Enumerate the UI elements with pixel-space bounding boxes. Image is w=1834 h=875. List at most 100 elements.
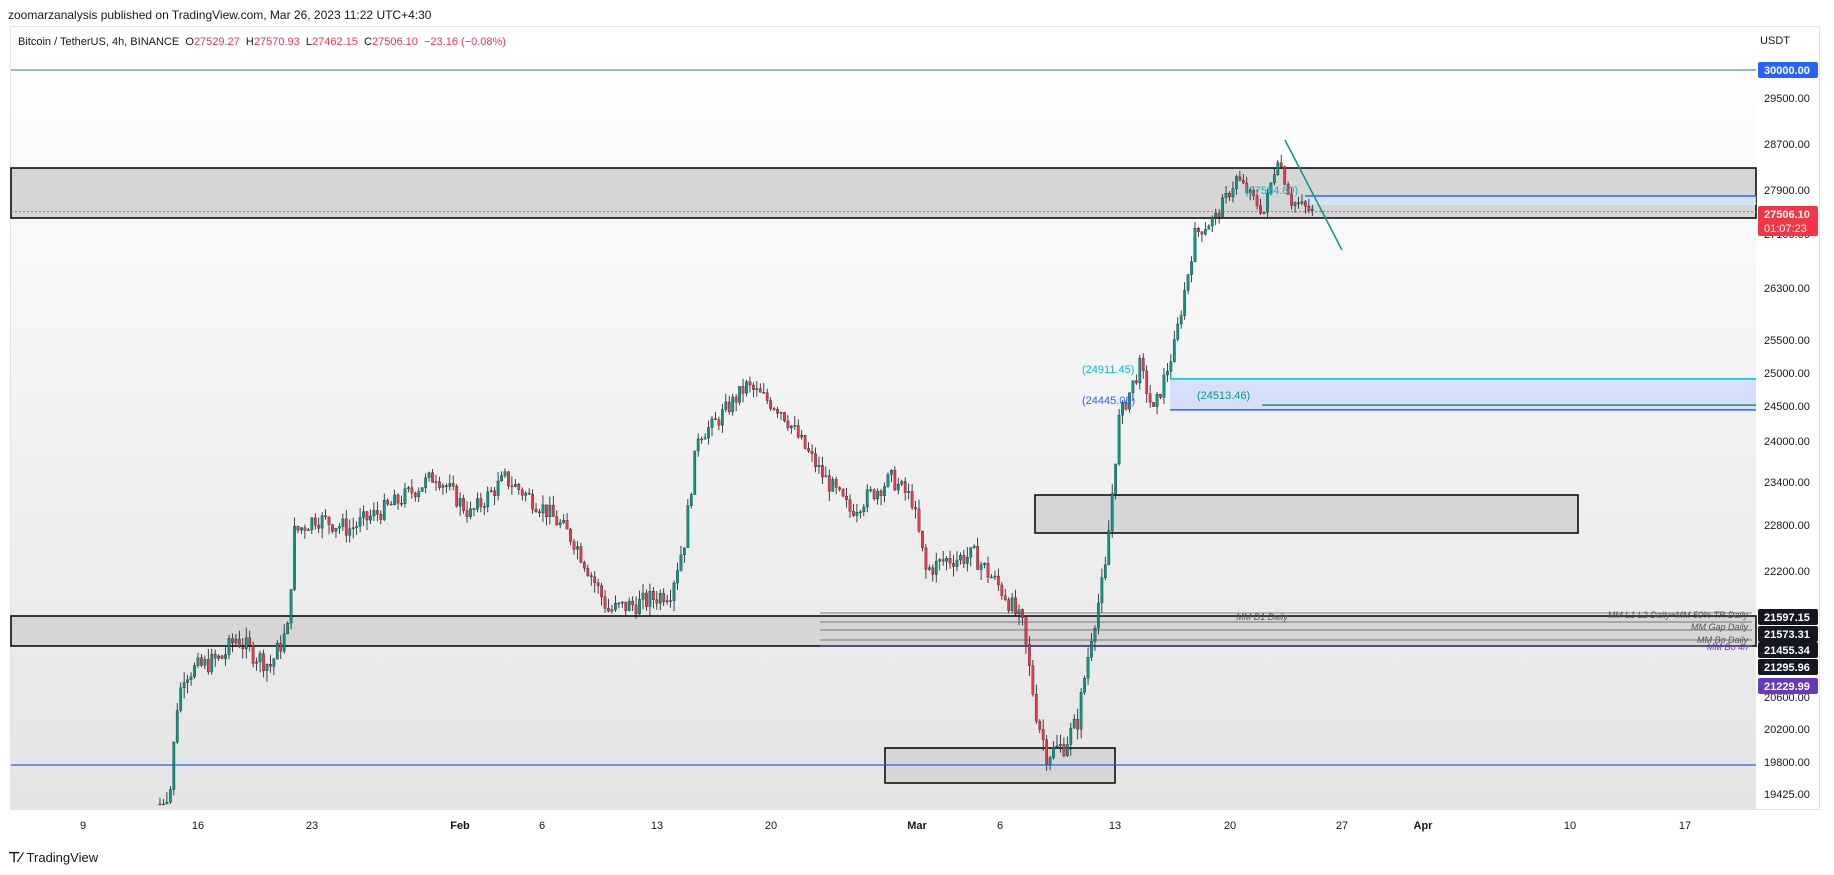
candle-body[interactable] <box>303 527 307 531</box>
candle-body[interactable] <box>244 637 248 650</box>
candle-body[interactable] <box>686 505 690 548</box>
candle-body[interactable] <box>603 596 607 609</box>
candle-body[interactable] <box>917 508 921 532</box>
candle-body[interactable] <box>182 682 186 689</box>
candle-body[interactable] <box>865 489 869 508</box>
candle-body[interactable] <box>1076 718 1080 730</box>
candle-body[interactable] <box>1097 602 1100 629</box>
candle-body[interactable] <box>493 490 497 496</box>
candle-body[interactable] <box>510 485 514 488</box>
candle-body[interactable] <box>589 575 593 577</box>
candle-body[interactable] <box>741 386 745 394</box>
candle-body[interactable] <box>762 392 766 394</box>
candle-body[interactable] <box>1200 231 1204 235</box>
candle-body[interactable] <box>1069 727 1073 745</box>
candle-body[interactable] <box>438 481 441 488</box>
candle-body[interactable] <box>941 559 945 562</box>
candle-body[interactable] <box>448 483 452 487</box>
candle-body[interactable] <box>1241 180 1245 184</box>
candle-body[interactable] <box>203 659 207 666</box>
candle-body[interactable] <box>1021 609 1024 618</box>
candle-body[interactable] <box>1245 182 1249 194</box>
candle-body[interactable] <box>389 503 393 506</box>
candle-body[interactable] <box>362 511 365 518</box>
candle-body[interactable] <box>393 494 396 506</box>
candle-body[interactable] <box>793 425 797 427</box>
candle-body[interactable] <box>600 585 603 598</box>
candle-body[interactable] <box>645 592 648 607</box>
candle-body[interactable] <box>1041 729 1045 740</box>
candle-body[interactable] <box>1003 595 1007 600</box>
candle-body[interactable] <box>1117 414 1121 465</box>
candle-body[interactable] <box>1007 599 1011 611</box>
candle-body[interactable] <box>993 575 997 578</box>
candle-body[interactable] <box>1224 193 1228 198</box>
candle-body[interactable] <box>400 503 403 505</box>
candle-body[interactable] <box>331 524 334 532</box>
candle-body[interactable] <box>945 558 948 562</box>
candle-body[interactable] <box>1279 162 1283 167</box>
candle-body[interactable] <box>179 687 183 711</box>
candle-body[interactable] <box>617 602 621 605</box>
candle-body[interactable] <box>779 412 783 414</box>
candle-body[interactable] <box>876 490 879 500</box>
candle-body[interactable] <box>1235 176 1238 189</box>
candle-body[interactable] <box>1269 182 1273 194</box>
candle-body[interactable] <box>707 427 710 439</box>
candle-body[interactable] <box>969 547 973 558</box>
candle-body[interactable] <box>1055 745 1059 748</box>
symbol-name[interactable]: Bitcoin / TetherUS, 4h, BINANCE <box>18 36 180 48</box>
candle-body[interactable] <box>1197 228 1200 232</box>
candle-body[interactable] <box>1152 402 1155 407</box>
candle-body[interactable] <box>569 528 572 542</box>
candle-body[interactable] <box>1048 757 1052 765</box>
candle-body[interactable] <box>1262 212 1266 214</box>
candle-body[interactable] <box>193 665 196 678</box>
candle-body[interactable] <box>1273 174 1276 184</box>
candle-body[interactable] <box>213 653 217 659</box>
trend-line[interactable] <box>1284 139 1343 251</box>
candle-body[interactable] <box>838 487 842 490</box>
candle-body[interactable] <box>965 557 969 564</box>
candle-body[interactable] <box>734 396 738 403</box>
candle-body[interactable] <box>934 560 938 575</box>
candle-body[interactable] <box>451 483 455 487</box>
candle-body[interactable] <box>724 401 728 410</box>
candle-body[interactable] <box>327 516 331 525</box>
candle-body[interactable] <box>1093 627 1097 642</box>
candle-body[interactable] <box>1128 392 1131 410</box>
candle-body[interactable] <box>227 638 231 655</box>
candle-body[interactable] <box>1114 463 1117 494</box>
candle-body[interactable] <box>1141 358 1145 372</box>
candle-body[interactable] <box>1148 393 1152 403</box>
candle-body[interactable] <box>158 803 162 806</box>
candle-body[interactable] <box>1135 380 1138 384</box>
candle-body[interactable] <box>403 488 407 504</box>
candle-body[interactable] <box>296 525 300 531</box>
candle-body[interactable] <box>769 400 773 409</box>
candle-body[interactable] <box>462 498 465 511</box>
candle-body[interactable] <box>1276 162 1280 175</box>
candle-body[interactable] <box>338 526 341 529</box>
candle-body[interactable] <box>786 420 790 429</box>
candle-body[interactable] <box>382 499 386 520</box>
candle-body[interactable] <box>434 481 438 483</box>
candle-body[interactable] <box>231 638 234 644</box>
candle-body[interactable] <box>986 563 990 578</box>
candle-body[interactable] <box>503 471 507 476</box>
cyan-zone[interactable] <box>1305 196 1756 205</box>
candle-body[interactable] <box>814 453 817 468</box>
candle-body[interactable] <box>476 498 479 510</box>
candle-body[interactable] <box>921 530 924 548</box>
candle-body[interactable] <box>538 511 541 514</box>
fvg-box[interactable] <box>1034 494 1579 534</box>
candle-body[interactable] <box>796 425 800 438</box>
candle-body[interactable] <box>1266 193 1269 213</box>
candle-body[interactable] <box>427 472 431 478</box>
candle-body[interactable] <box>496 480 500 496</box>
candle-body[interactable] <box>872 489 876 500</box>
candle-body[interactable] <box>1172 339 1176 362</box>
candle-body[interactable] <box>565 520 569 530</box>
candle-body[interactable] <box>1176 323 1180 340</box>
candle-body[interactable] <box>979 564 983 570</box>
